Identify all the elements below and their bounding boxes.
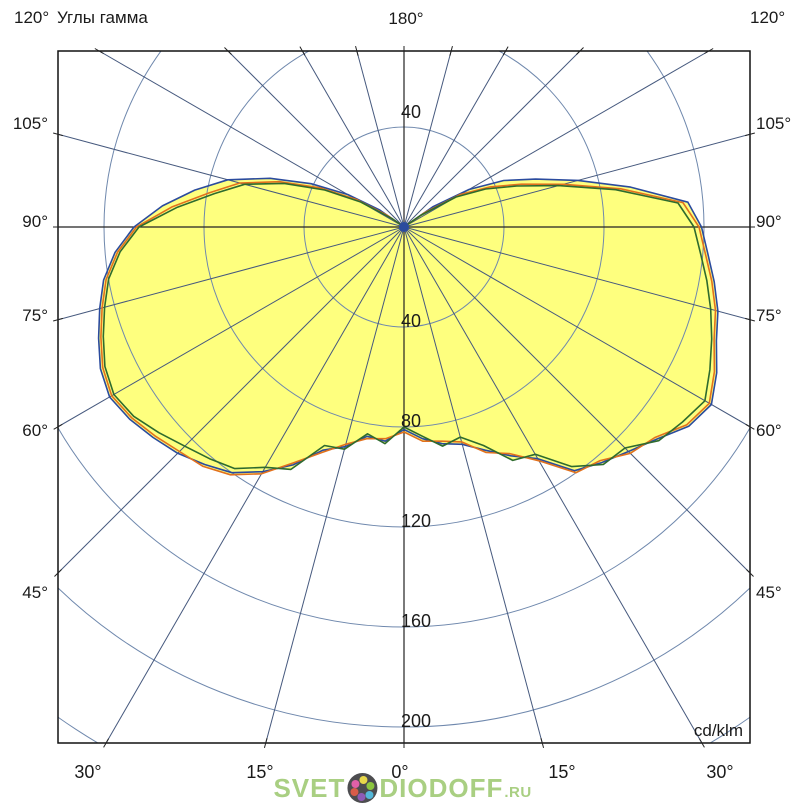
grid-spoke-345	[265, 226, 405, 743]
grid-spoke-45	[403, 226, 750, 574]
grid-spoke-30	[403, 226, 703, 743]
radial-unit-label: cd/klm	[693, 721, 743, 740]
frame-tick-330	[103, 738, 110, 748]
frame-tick-30	[698, 738, 705, 748]
gamma-label-left-60: 60°	[22, 421, 48, 440]
frame-tick-300	[53, 423, 63, 430]
gamma-label-bottom-1: 15°	[246, 762, 274, 782]
watermark-text-right: DIODOFF	[379, 773, 504, 803]
gamma-label-right-75: 75°	[756, 306, 782, 325]
gamma-label-right-90: 90°	[756, 212, 782, 231]
grid-spoke-135	[403, 51, 581, 228]
grid-spoke-330	[105, 226, 405, 743]
radial-tick-label-top-40: 40	[401, 102, 422, 122]
gamma-label-bottom-2: 0°	[391, 762, 409, 782]
logo-dot-1	[359, 776, 368, 784]
intensity-curve-curve-green	[102, 182, 713, 471]
frame-tick-15	[540, 738, 545, 748]
gamma-label-left-105: 105°	[12, 114, 48, 133]
grid-spoke-165	[403, 51, 452, 228]
intensity-curve-curve-orange	[100, 180, 717, 476]
svetodiodoff-logo-icon	[347, 773, 378, 803]
gamma-label-left-45: 45°	[22, 583, 48, 602]
grid-spoke-225	[227, 51, 405, 228]
frame-tick-285	[53, 317, 63, 322]
watermark-text-left: SVET	[273, 773, 346, 803]
grid-spoke-300	[58, 226, 405, 428]
top-left-angle-label: 120°	[14, 8, 50, 27]
gamma-label-bottom-4: 30°	[706, 762, 734, 782]
frame-tick-120	[704, 48, 714, 54]
top-center-angle-label: 180°	[388, 9, 424, 28]
intensity-curve-curve-blue	[97, 177, 719, 474]
watermark: SVET DIODOFF .RU	[273, 773, 531, 803]
radial-tick-label-80: 80	[401, 411, 422, 431]
grid-spoke-15	[403, 226, 543, 743]
logo-dot-0	[351, 780, 360, 788]
frame-tick-195	[355, 46, 359, 56]
frame-tick-240	[94, 48, 104, 54]
gamma-label-bottom-0: 30°	[74, 762, 102, 782]
frame-tick-105	[745, 132, 755, 137]
logo-dot-4	[357, 793, 366, 801]
grid-spoke-255	[58, 133, 405, 228]
frame-tick-345	[263, 738, 268, 748]
frame-tick-45	[746, 569, 754, 577]
logo-dot-5	[350, 788, 359, 796]
chart-title: Углы гамма	[57, 8, 148, 27]
frame-tick-225	[224, 47, 232, 55]
grid-spoke-195	[356, 51, 405, 228]
radial-tick-label-120: 120	[401, 511, 432, 531]
radial-tick-label-200: 200	[401, 711, 432, 731]
frame-tick-135	[576, 47, 584, 55]
frame-tick-150	[502, 46, 509, 56]
frame-tick-255	[53, 132, 63, 137]
frame-tick-165	[449, 46, 453, 56]
gamma-label-left-75: 75°	[22, 306, 48, 325]
polar-center-dot	[399, 222, 409, 232]
gamma-label-bottom-3: 15°	[548, 762, 576, 782]
radial-tick-label-40: 40	[401, 311, 422, 331]
intensity-fill-curve-green	[103, 183, 712, 470]
gamma-label-left-90: 90°	[22, 212, 48, 231]
frame-tick-210	[299, 46, 306, 56]
grid-spoke-210	[301, 51, 405, 228]
gamma-label-right-105: 105°	[756, 114, 792, 133]
radial-tick-label-160: 160	[401, 611, 432, 631]
grid-spoke-75	[403, 226, 750, 321]
frame-tick-315	[54, 569, 62, 577]
logo-dot-3	[365, 791, 374, 799]
grid-spoke-60	[403, 226, 750, 428]
logo-dot-2	[366, 782, 375, 790]
gamma-label-right-60: 60°	[756, 421, 782, 440]
grid-spoke-315	[58, 226, 405, 574]
grid-spoke-150	[403, 51, 507, 228]
grid-spoke-285	[58, 226, 405, 321]
watermark-suffix: .RU	[504, 784, 532, 801]
frame-tick-75	[745, 317, 755, 322]
gamma-label-right-45: 45°	[756, 583, 782, 602]
top-right-angle-label: 120°	[750, 8, 786, 27]
frame-tick-60	[745, 423, 755, 430]
